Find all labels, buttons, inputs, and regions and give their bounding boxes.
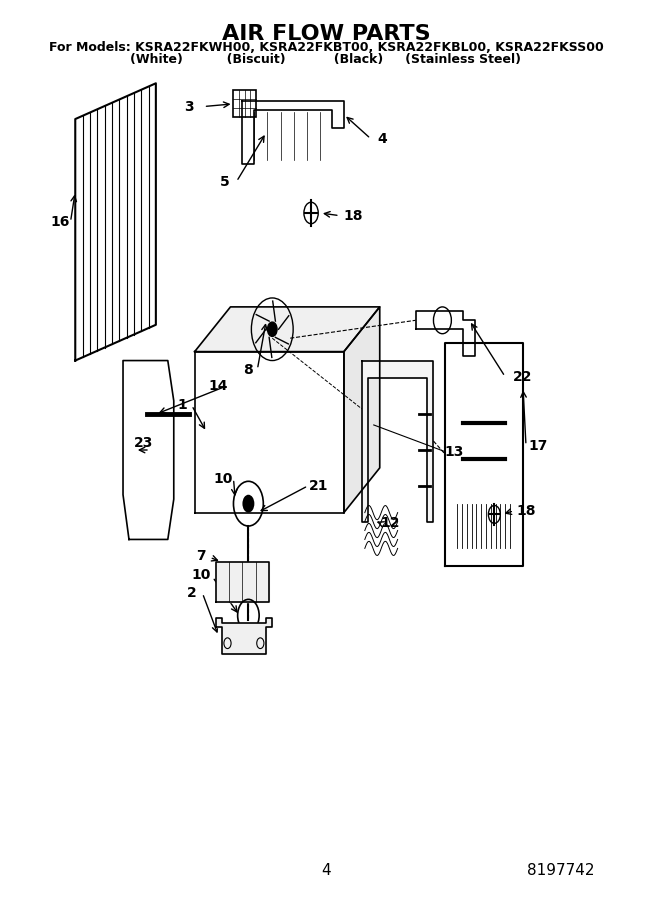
Text: 18: 18 — [516, 504, 536, 518]
Text: 22: 22 — [513, 370, 533, 383]
Text: 7: 7 — [196, 548, 205, 562]
Polygon shape — [195, 352, 344, 513]
Polygon shape — [216, 618, 273, 654]
Text: 3: 3 — [184, 100, 194, 113]
Text: 21: 21 — [309, 479, 329, 493]
Polygon shape — [216, 562, 269, 602]
Text: 5: 5 — [220, 175, 230, 189]
Text: 10: 10 — [191, 568, 211, 582]
Polygon shape — [362, 361, 434, 522]
Polygon shape — [195, 307, 379, 352]
Polygon shape — [75, 84, 156, 361]
Text: 16: 16 — [51, 215, 70, 229]
Text: AIR FLOW PARTS: AIR FLOW PARTS — [222, 24, 430, 44]
Text: 1: 1 — [178, 399, 188, 412]
Text: 4: 4 — [321, 863, 331, 878]
Text: 23: 23 — [134, 436, 154, 450]
Text: For Models: KSRA22FKWH00, KSRA22FKBT00, KSRA22FKBL00, KSRA22FKSS00: For Models: KSRA22FKWH00, KSRA22FKBT00, … — [49, 41, 603, 54]
Polygon shape — [123, 361, 174, 539]
Circle shape — [243, 495, 254, 513]
Polygon shape — [344, 307, 379, 513]
Text: 18: 18 — [343, 209, 363, 222]
Text: 17: 17 — [528, 438, 548, 453]
Text: 12: 12 — [381, 517, 400, 530]
Circle shape — [267, 322, 277, 337]
Text: 4: 4 — [378, 131, 387, 146]
Text: 10: 10 — [214, 472, 233, 486]
Text: (White)          (Biscuit)           (Black)     (Stainless Steel): (White) (Biscuit) (Black) (Stainless Ste… — [130, 52, 522, 66]
Bar — [233, 90, 256, 117]
Text: 14: 14 — [209, 379, 228, 392]
Text: 8: 8 — [243, 363, 253, 376]
Polygon shape — [445, 343, 523, 566]
Text: 8197742: 8197742 — [527, 863, 595, 878]
Text: 13: 13 — [445, 445, 464, 459]
Text: 2: 2 — [187, 586, 196, 600]
